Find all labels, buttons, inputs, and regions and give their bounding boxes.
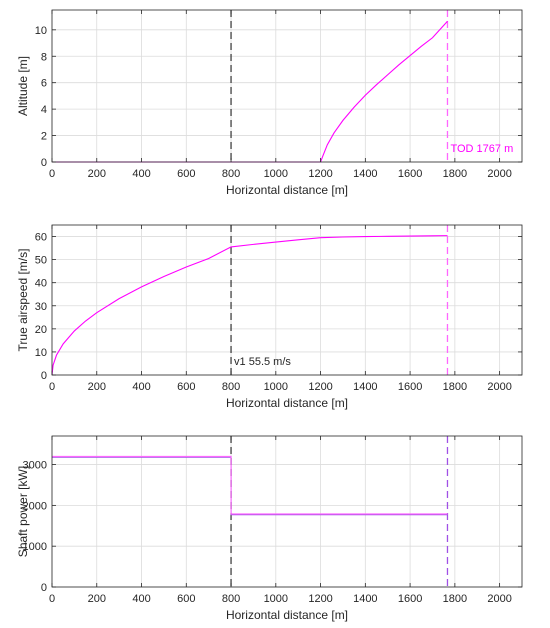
series-line-1 — [52, 20, 448, 163]
plot-area — [52, 225, 522, 375]
y-tick-label: 6 — [41, 78, 47, 90]
y-tick-label: 40 — [35, 278, 47, 290]
y-tick-label: 2 — [41, 131, 47, 143]
axes-frame — [51, 9, 523, 163]
x-tick-label: 1800 — [443, 593, 467, 605]
y-tick-label: 10 — [35, 347, 47, 359]
y-tick-label: 8 — [41, 51, 47, 63]
x-axis-label: Horizontal distance [m] — [226, 608, 348, 622]
chart-panel-airspeed: 0 200 400 600 800 1000 1200 1400 1600 1800 2000 0 10… — [16, 224, 523, 410]
x-tick-label: 1200 — [308, 381, 332, 393]
x-tick-label: 2000 — [487, 593, 511, 605]
x-tick-label: 200 — [88, 593, 106, 605]
x-tick-label: 400 — [132, 593, 150, 605]
series-line-1 — [51, 235, 448, 376]
y-tick-label: 2000 — [23, 500, 47, 512]
x-tick-label: 600 — [177, 381, 195, 393]
y-tick-label: 10 — [35, 25, 47, 37]
x-tick-label: 1400 — [353, 381, 377, 393]
x-tick-label: 1600 — [398, 381, 422, 393]
y-tick-label: 4 — [41, 104, 47, 116]
x-tick-label: 1000 — [264, 168, 288, 180]
series-line-2 — [52, 455, 448, 515]
x-axis-label: Horizontal distance [m] — [226, 396, 348, 410]
x-tick-label: 200 — [88, 381, 106, 393]
plot-area — [52, 10, 522, 162]
chart-panel-shaft-power: 0 200 400 600 800 1000 1200 1400 1600 1800 2000 0 10… — [16, 435, 523, 622]
x-tick-label: 600 — [177, 168, 195, 180]
x-tick-label: 200 — [88, 168, 106, 180]
x-tick-label: 400 — [132, 168, 150, 180]
x-tick-label: 400 — [132, 381, 150, 393]
x-tick-label: 1000 — [264, 593, 288, 605]
x-tick-label: 0 — [49, 381, 55, 393]
x-tick-label: 800 — [222, 593, 240, 605]
x-tick-label: 0 — [49, 168, 55, 180]
x-tick-label: 1200 — [308, 168, 332, 180]
x-tick-label: 1800 — [443, 168, 467, 180]
y-tick-label: 50 — [35, 255, 47, 267]
x-tick-label: 0 — [49, 593, 55, 605]
x-tick-label: 600 — [177, 593, 195, 605]
x-tick-label: 1800 — [443, 381, 467, 393]
y-axis-label: True airspeed [m/s] — [16, 249, 30, 352]
x-tick-label: 2000 — [487, 168, 511, 180]
y-tick-label: 0 — [41, 157, 47, 169]
annotation-label: v1 55.5 m/s — [234, 356, 291, 368]
y-axis-label: Shaft power [kW] — [16, 466, 30, 557]
x-tick-label: 1000 — [264, 381, 288, 393]
x-tick-label: 1600 — [398, 168, 422, 180]
chart-panel-altitude: 0 200 400 600 800 1000 1200 1400 1600 1800 2000 0 2 4… — [16, 9, 523, 197]
y-tick-label: 60 — [35, 232, 47, 244]
y-tick-label: 1000 — [23, 541, 47, 553]
x-tick-label: 2000 — [487, 381, 511, 393]
x-tick-label: 1400 — [353, 593, 377, 605]
x-tick-label: 1400 — [353, 168, 377, 180]
y-tick-label: 30 — [35, 301, 47, 313]
x-tick-label: 800 — [222, 381, 240, 393]
x-tick-label: 1600 — [398, 593, 422, 605]
plot-area — [52, 436, 522, 587]
y-tick-label: 0 — [41, 582, 47, 594]
x-axis-label: Horizontal distance [m] — [226, 183, 348, 197]
axes-frame — [51, 435, 523, 588]
y-tick-label: 20 — [35, 324, 47, 336]
axes-frame — [51, 224, 523, 376]
y-tick-label: 3000 — [23, 460, 47, 472]
x-tick-label: 1200 — [308, 593, 332, 605]
x-tick-label: 800 — [222, 168, 240, 180]
y-axis-label: Altitude [m] — [16, 56, 30, 116]
y-tick-label: 0 — [41, 370, 47, 382]
annotation-label: TOD 1767 m — [450, 143, 513, 155]
